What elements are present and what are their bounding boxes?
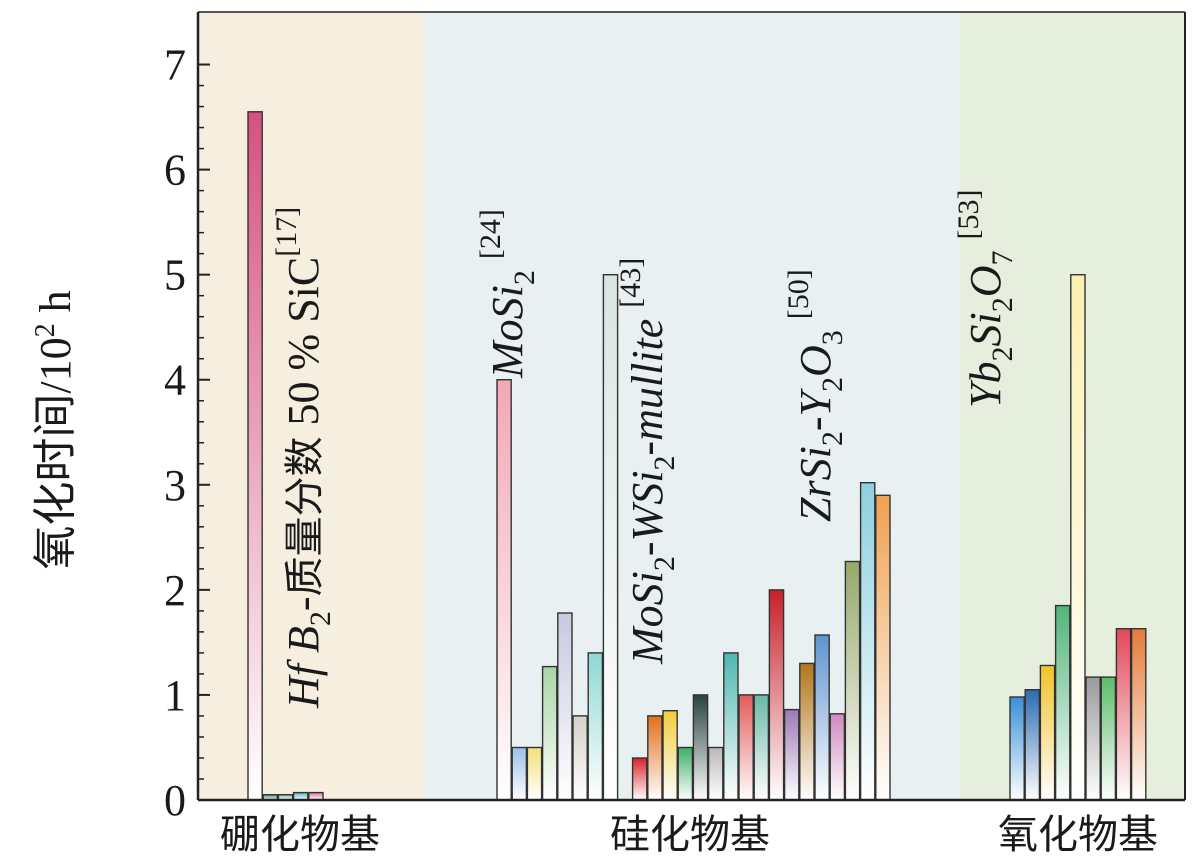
y-tick-label: 2: [164, 566, 186, 615]
series-annotation: Yb2Si2O7 [53]: [952, 190, 1019, 408]
bar: [677, 746, 694, 801]
labels: 氧化时间/102 h 硼化物基 硅化物基 氧化物基: [30, 290, 1158, 858]
annotation-part: 2: [648, 556, 681, 571]
annotation-part: Si: [961, 312, 1010, 346]
annotation-part: 2: [986, 297, 1019, 312]
y-tick-label: 0: [164, 776, 186, 825]
bar: [557, 612, 573, 801]
y-tick-label: 6: [164, 146, 186, 195]
annotation-part: [961, 240, 1010, 251]
annotation-part: [24]: [474, 209, 507, 259]
bar: [768, 589, 785, 801]
bar: [1100, 676, 1117, 801]
bar: [692, 694, 709, 801]
bar: [859, 482, 876, 801]
bar: [496, 379, 512, 801]
bar: [707, 746, 724, 801]
y-tick-label: 3: [164, 461, 186, 510]
group-label: 硅化物基: [610, 812, 770, 858]
annotation-part: [483, 259, 532, 270]
y-axis-label-suffix: h: [31, 290, 80, 323]
annotation-part: [791, 319, 840, 330]
annotation-part: MoSi: [483, 285, 532, 379]
bar: [572, 715, 588, 801]
annotations: Hf B2-质量分数 50 % SiC[17]MoSi2 [24]MoSi2-W…: [270, 190, 1019, 709]
annotation-part: [17]: [270, 207, 303, 257]
y-axis-label-exp: 2: [30, 323, 61, 337]
annotation-part: Yb: [961, 362, 1010, 408]
bar: [526, 746, 543, 801]
bar: [602, 274, 619, 801]
bar: [541, 665, 558, 801]
bar: [875, 494, 891, 801]
annotation-part: O: [961, 266, 1010, 298]
bar: [1024, 689, 1041, 801]
annotation-part: 2: [648, 456, 681, 471]
series-annotation: MoSi2 [24]: [474, 209, 541, 379]
annotation-part: 2: [508, 270, 541, 285]
annotation-part: -mullite: [623, 319, 672, 456]
bar: [814, 634, 830, 801]
series-annotation: ZrSi2-Y2O3 [50]: [782, 269, 849, 522]
annotation-part: 2: [304, 611, 337, 626]
y-tick-label: 1: [164, 671, 186, 720]
bar: [829, 713, 846, 801]
annotation-part: 质量分数: [282, 436, 328, 596]
bar: [647, 715, 663, 801]
annotation-part: [623, 308, 672, 319]
bar: [1039, 664, 1056, 801]
bar: [753, 694, 770, 801]
group-background: [198, 12, 424, 800]
bar: [844, 560, 861, 801]
bar: [1054, 604, 1071, 801]
annotation-part: Hf B: [279, 626, 328, 709]
bar: [1115, 628, 1132, 801]
annotation-part: ZrSi: [791, 446, 840, 522]
annotation-part: [53]: [952, 190, 985, 240]
annotation-part: -WSi: [623, 471, 672, 557]
group-label: 硼化物基: [220, 812, 380, 858]
bar: [1070, 274, 1086, 801]
y-tick-label: 5: [164, 251, 186, 300]
bar: [1085, 676, 1101, 801]
bar: [511, 746, 528, 801]
annotation-part: 2: [986, 347, 1019, 362]
y-axis-label: 氧化时间/102 h: [30, 290, 81, 569]
y-tick-label: 4: [164, 356, 186, 405]
annotation-part: [43]: [614, 258, 647, 308]
bar: [799, 662, 815, 801]
annotation-part: 2: [816, 377, 849, 392]
series-annotation: MoSi2-WSi2-mullite [43]: [614, 258, 681, 665]
y-axis-label-unit: /10: [31, 337, 80, 393]
annotation-part: 2: [816, 431, 849, 446]
bar: [631, 757, 648, 801]
axes: 0 1 2 3 4 5 6 7: [164, 11, 1186, 825]
annotation-part: [50]: [782, 269, 815, 319]
bar: [662, 710, 678, 801]
bar: [783, 708, 800, 801]
annotation-part: 50 % SiC: [279, 257, 328, 437]
bar: [1130, 628, 1147, 801]
y-tick-label: 7: [164, 41, 186, 90]
bar: [723, 652, 739, 801]
bar: [1009, 696, 1025, 801]
annotation-part: -: [279, 596, 328, 611]
bar: [738, 694, 754, 801]
annotation-part: MoSi: [623, 571, 672, 665]
group-label: 氧化物基: [998, 812, 1158, 858]
group-backgrounds: [198, 12, 1185, 800]
annotation-part: -Y: [791, 388, 840, 432]
bar: [247, 111, 263, 801]
bars: [247, 111, 1147, 801]
series-annotation: Hf B2-质量分数 50 % SiC[17]: [270, 207, 337, 709]
annotation-part: O: [791, 345, 840, 377]
annotation-part: 3: [816, 330, 849, 345]
bar: [587, 652, 604, 801]
annotation-part: 7: [986, 251, 1019, 266]
y-axis-label-main: 氧化时间: [30, 394, 81, 570]
